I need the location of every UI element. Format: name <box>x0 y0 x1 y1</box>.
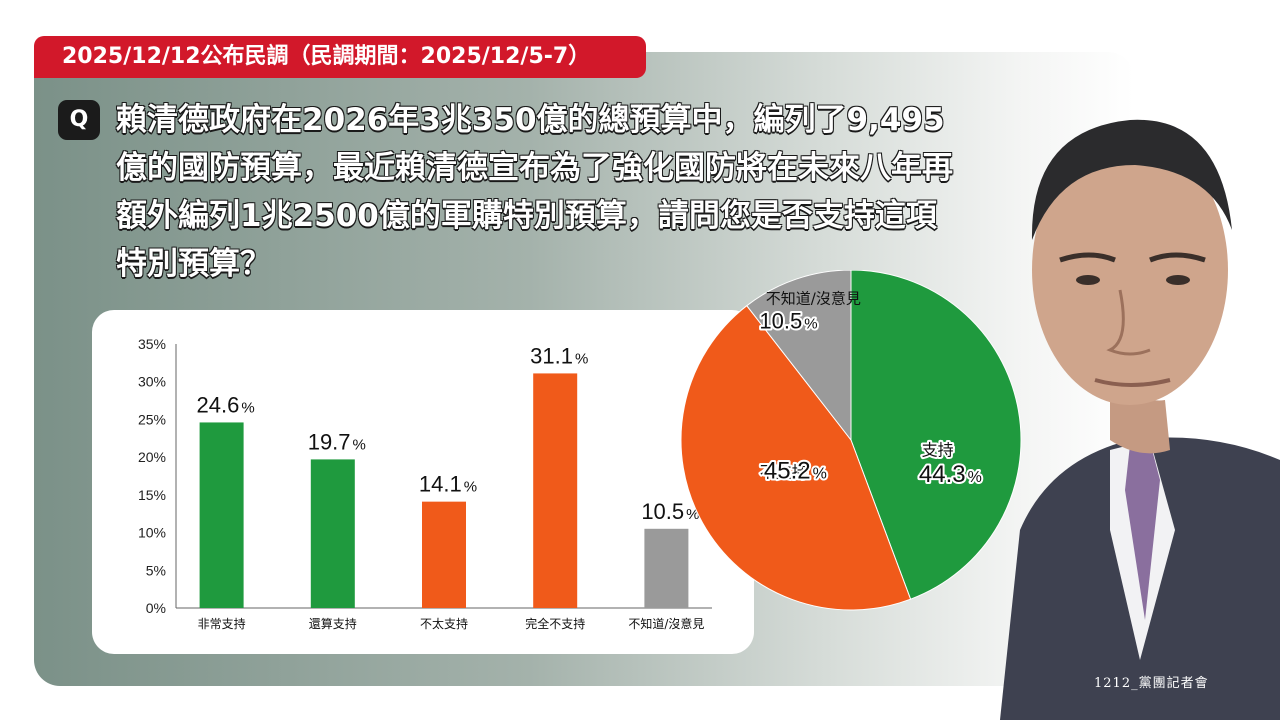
footer-caption: 1212_黨團記者會 <box>1094 676 1209 691</box>
pie-slice-label: 不支持 <box>760 462 808 481</box>
y-tick-label: 25% <box>138 411 166 427</box>
bar <box>644 528 689 608</box>
pie-slice-value: 45.2% <box>764 458 827 485</box>
bar <box>533 373 578 608</box>
x-category-label: 不太支持 <box>420 616 468 631</box>
poll-date-banner: 2025/12/12公布民調（民調期間：2025/12/5-7） <box>34 36 646 78</box>
pie-slice <box>680 304 912 611</box>
pie-chart-container: 支持 44.3% 不支持 45.2% 不知道/沒意見 10.5% <box>676 269 1036 634</box>
x-category-label: 不知道/沒意見 <box>628 616 704 631</box>
y-tick-label: 35% <box>138 336 166 352</box>
y-tick-label: 15% <box>138 487 166 503</box>
bar-value-label: 31.1% <box>530 343 588 368</box>
x-category-label: 非常支持 <box>198 616 246 631</box>
x-category-label: 還算支持 <box>309 616 357 631</box>
pie-slice-label: 支持 <box>922 440 954 459</box>
y-tick-label: 20% <box>138 449 166 465</box>
bar-chart: 0% 5% 10% 15% 20% 25% 30% 35% 24.6 % 非常支持 19.7 % 還算支持… <box>138 336 712 631</box>
pie-slice <box>746 269 852 442</box>
bar-chart-card: 0% 5% 10% 15% 20% 25% 30% 35% 24.6% 非常支持 19.7% 還算支持… <box>92 310 754 654</box>
bar-value-label: 14.1% <box>419 472 477 497</box>
bar-value-label: 19.7% <box>308 429 366 454</box>
x-category-label: 完全不支持 <box>525 616 585 631</box>
bar-value-label: 10.5% <box>641 499 699 524</box>
bar <box>422 501 466 608</box>
bar <box>310 459 355 608</box>
question-badge: Q <box>58 100 100 140</box>
y-tick-label: 0% <box>146 600 166 616</box>
y-tick-label: 5% <box>146 562 166 578</box>
bar-value-label: 24.6% <box>197 392 255 417</box>
y-tick-label: 10% <box>138 525 166 541</box>
bar <box>199 422 244 608</box>
pie-slice <box>850 269 1022 600</box>
pie-slice-value: 10.5% <box>759 309 817 334</box>
question-text: 賴清德政府在2026年3兆350億的總預算中，編列了9,495億的國防預算，最近… <box>116 102 953 282</box>
speaker-portrait <box>1000 119 1280 720</box>
y-tick-label: 30% <box>138 374 166 390</box>
pie-slice-value: 44.3% <box>919 461 982 488</box>
pie-slice-label: 不知道/沒意見 <box>766 289 861 307</box>
